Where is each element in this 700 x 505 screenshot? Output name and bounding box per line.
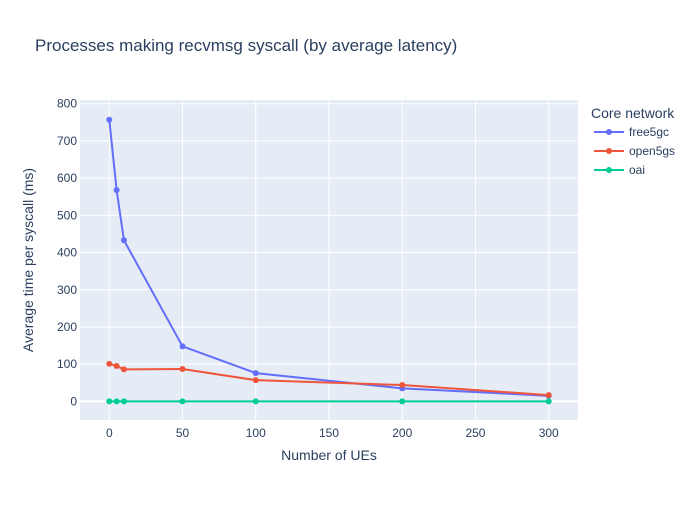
legend-title: Core network — [591, 105, 675, 121]
x-tick-label: 0 — [106, 426, 113, 440]
data-point — [252, 370, 259, 377]
legend-label: open5gs — [629, 144, 675, 158]
legend-swatch-marker — [606, 129, 612, 135]
data-point — [399, 382, 406, 389]
data-point — [399, 398, 406, 405]
y-tick-label: 500 — [57, 208, 77, 222]
legend-label: free5gc — [629, 125, 669, 139]
data-point — [106, 360, 113, 367]
x-axis-label: Number of UEs — [281, 447, 377, 463]
y-tick-label: 800 — [57, 97, 77, 111]
legend-item-open5gs[interactable]: open5gs — [594, 144, 675, 158]
data-point — [545, 398, 552, 405]
x-tick-label: 50 — [176, 426, 190, 440]
chart-title: Processes making recvmsg syscall (by ave… — [35, 36, 457, 55]
x-tick-label: 100 — [246, 426, 266, 440]
data-point — [252, 398, 259, 405]
x-tick-label: 150 — [319, 426, 339, 440]
series-layer — [106, 116, 552, 405]
legend-swatch-marker — [606, 167, 612, 173]
y-tick-label: 300 — [57, 283, 77, 297]
data-point — [120, 237, 127, 244]
y-tick-label: 600 — [57, 171, 77, 185]
x-axis-ticks: 0 50 100 150 200 250 300 — [106, 426, 559, 440]
y-axis-ticks: 0 100 200 300 400 500 600 700 800 — [57, 97, 77, 409]
y-tick-label: 100 — [57, 357, 77, 371]
data-point — [113, 187, 120, 194]
legend: Core network free5gc open5gs oai — [591, 105, 675, 177]
data-point — [113, 398, 120, 405]
y-tick-label: 400 — [57, 246, 77, 260]
data-point — [106, 116, 113, 123]
x-tick-label: 300 — [539, 426, 559, 440]
legend-item-free5gc[interactable]: free5gc — [594, 125, 669, 139]
y-tick-label: 200 — [57, 320, 77, 334]
data-point — [120, 366, 127, 373]
legend-swatch-marker — [606, 148, 612, 154]
data-point — [179, 398, 186, 405]
data-point — [120, 398, 127, 405]
series-oai — [106, 398, 552, 405]
y-axis-label: Average time per syscall (ms) — [20, 168, 36, 352]
x-tick-label: 250 — [465, 426, 485, 440]
y-tick-label: 0 — [70, 394, 77, 408]
x-tick-label: 200 — [392, 426, 412, 440]
data-point — [113, 363, 120, 370]
legend-item-oai[interactable]: oai — [594, 163, 645, 177]
data-point — [252, 377, 259, 384]
series-open5gs — [106, 360, 552, 399]
data-point — [179, 343, 186, 350]
data-point — [545, 392, 552, 399]
legend-label: oai — [629, 163, 645, 177]
data-point — [106, 398, 113, 405]
data-point — [179, 366, 186, 373]
y-tick-label: 700 — [57, 134, 77, 148]
